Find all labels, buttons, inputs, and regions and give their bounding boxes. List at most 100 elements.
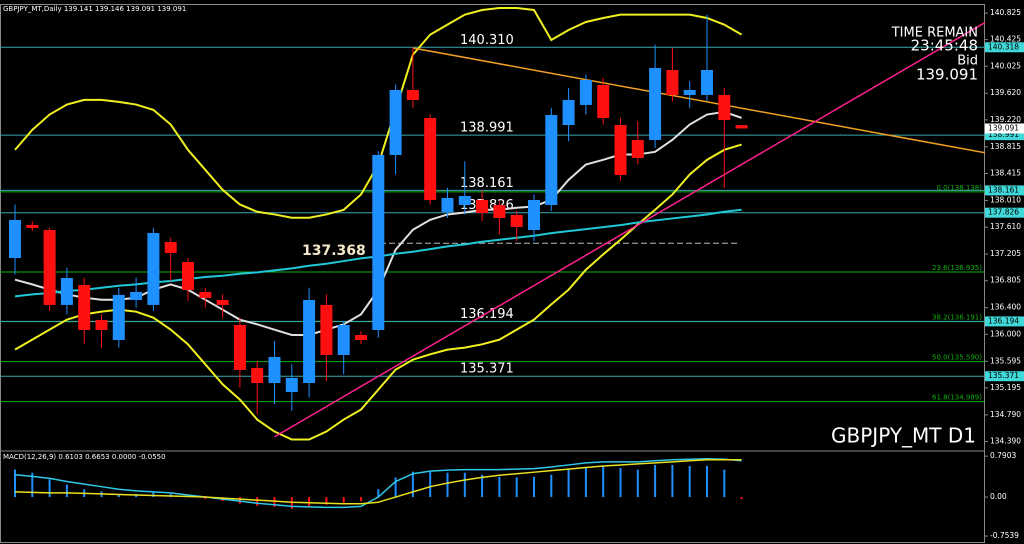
candle-body xyxy=(112,294,125,340)
candle-body xyxy=(95,320,108,330)
annotation-label: 137.368 xyxy=(302,243,366,259)
macd-bar xyxy=(706,465,708,498)
fib-label: 0.0(138.138) xyxy=(936,184,982,192)
frame xyxy=(0,4,985,543)
bid-tag: 139.091 xyxy=(988,123,1019,132)
indicator-line xyxy=(14,143,742,441)
fib-label: 38.2(136.191) xyxy=(932,314,982,322)
macd-pane xyxy=(14,457,743,509)
macd-bar xyxy=(533,476,535,498)
macd-bar xyxy=(394,477,397,498)
macd-bar xyxy=(654,464,657,498)
candle-body xyxy=(9,219,21,259)
level-tag: 135.371 xyxy=(988,371,1019,380)
candle-body xyxy=(130,291,143,300)
candle-body xyxy=(337,324,350,355)
y-tick-label: 139.620 xyxy=(990,88,1021,97)
candle-body xyxy=(233,324,246,370)
candle-body xyxy=(441,197,454,212)
header: GBPJPY_MT,Daily 139.141 139.146 139.091 … xyxy=(3,5,186,13)
y-tick-label: 138.415 xyxy=(990,168,1021,177)
candle-body xyxy=(614,125,627,175)
candle-body xyxy=(683,89,696,95)
candle-body xyxy=(562,99,575,126)
trendline xyxy=(274,21,985,438)
macd-bar xyxy=(65,484,68,498)
y-tick-label: 137.610 xyxy=(990,222,1021,231)
bid-tag-box xyxy=(985,123,1024,134)
y-tick-label: 140.825 xyxy=(990,8,1021,17)
macd-bar xyxy=(584,468,587,498)
y-tick-label: 137.205 xyxy=(990,249,1021,258)
candle-body xyxy=(631,139,644,158)
macd-bar xyxy=(446,472,449,498)
macd-tick-label: 0.00 xyxy=(990,492,1007,501)
macd-bar xyxy=(567,469,570,498)
y-tick-label: 134.790 xyxy=(990,410,1021,419)
fib-label: 50.0(135.590) xyxy=(932,354,982,362)
level-label: 136.194 xyxy=(460,307,514,322)
y-tick-label: 136.000 xyxy=(990,329,1021,338)
y-tick-label: 138.010 xyxy=(990,195,1021,204)
macd-bar xyxy=(481,474,484,498)
y-tick-label: 140.425 xyxy=(990,35,1021,44)
candle-body xyxy=(285,377,298,392)
macd-bar xyxy=(290,497,293,509)
fib-label: 23.6(136.935) xyxy=(932,264,982,272)
timer-label: TIME REMAIN xyxy=(891,26,978,41)
level-tag: 137.826 xyxy=(988,208,1019,217)
y-tick-label: 136.400 xyxy=(990,303,1021,312)
level-tag-box xyxy=(985,316,1024,327)
level-tag-box xyxy=(985,185,1024,196)
macd-bar xyxy=(671,464,674,498)
macd-bar xyxy=(723,469,726,498)
macd-bar xyxy=(204,497,207,500)
macd-bar xyxy=(602,465,605,498)
level-tag-box xyxy=(985,371,1024,382)
candle-body xyxy=(199,291,212,298)
macd-bar xyxy=(117,493,120,498)
macd-bar xyxy=(360,497,362,502)
candle-body xyxy=(355,334,367,340)
candle-body xyxy=(476,199,489,213)
axis: 140.825 140.425 140.025 139.620 139.220 138.8… xyxy=(985,8,1024,540)
level-label: 138.161 xyxy=(460,176,514,191)
macd-bar xyxy=(377,489,380,498)
level-tag-box xyxy=(985,42,1024,53)
macd-bar xyxy=(740,497,743,500)
candle-body xyxy=(164,241,177,254)
candle-body xyxy=(666,69,679,95)
macd-line xyxy=(14,459,742,505)
candle-body xyxy=(718,94,731,121)
level-tag: 140.318 xyxy=(988,42,1019,51)
macd-bar xyxy=(152,491,155,498)
candle-body xyxy=(372,154,385,330)
macd-bar xyxy=(325,497,328,505)
macd-bar xyxy=(273,497,276,507)
macd-bar xyxy=(498,476,501,498)
macd-bar xyxy=(619,468,622,498)
bid-label: Bid xyxy=(957,54,978,69)
candle-body xyxy=(320,304,333,355)
candle-body xyxy=(303,299,316,384)
macd-bar xyxy=(463,472,466,498)
y-tick-label: 140.025 xyxy=(990,61,1021,70)
candle-body xyxy=(735,125,748,129)
macd-bar xyxy=(342,497,345,503)
candle-body xyxy=(268,356,281,384)
macd-line xyxy=(14,457,742,509)
macd-tick-label: -0.7539 xyxy=(990,531,1019,540)
bid-value: 139.091 xyxy=(916,66,978,84)
macd-bar xyxy=(550,474,553,498)
candle-body xyxy=(510,214,523,227)
level-label: 140.310 xyxy=(460,33,514,48)
candle-body xyxy=(43,229,56,305)
candle-body xyxy=(147,232,160,305)
y-tick-label: 135.595 xyxy=(990,356,1021,365)
macd-bar xyxy=(636,469,639,498)
macd-bar xyxy=(411,471,414,498)
candle-body xyxy=(701,69,713,95)
timer-time: 23:45:48 xyxy=(911,37,978,55)
